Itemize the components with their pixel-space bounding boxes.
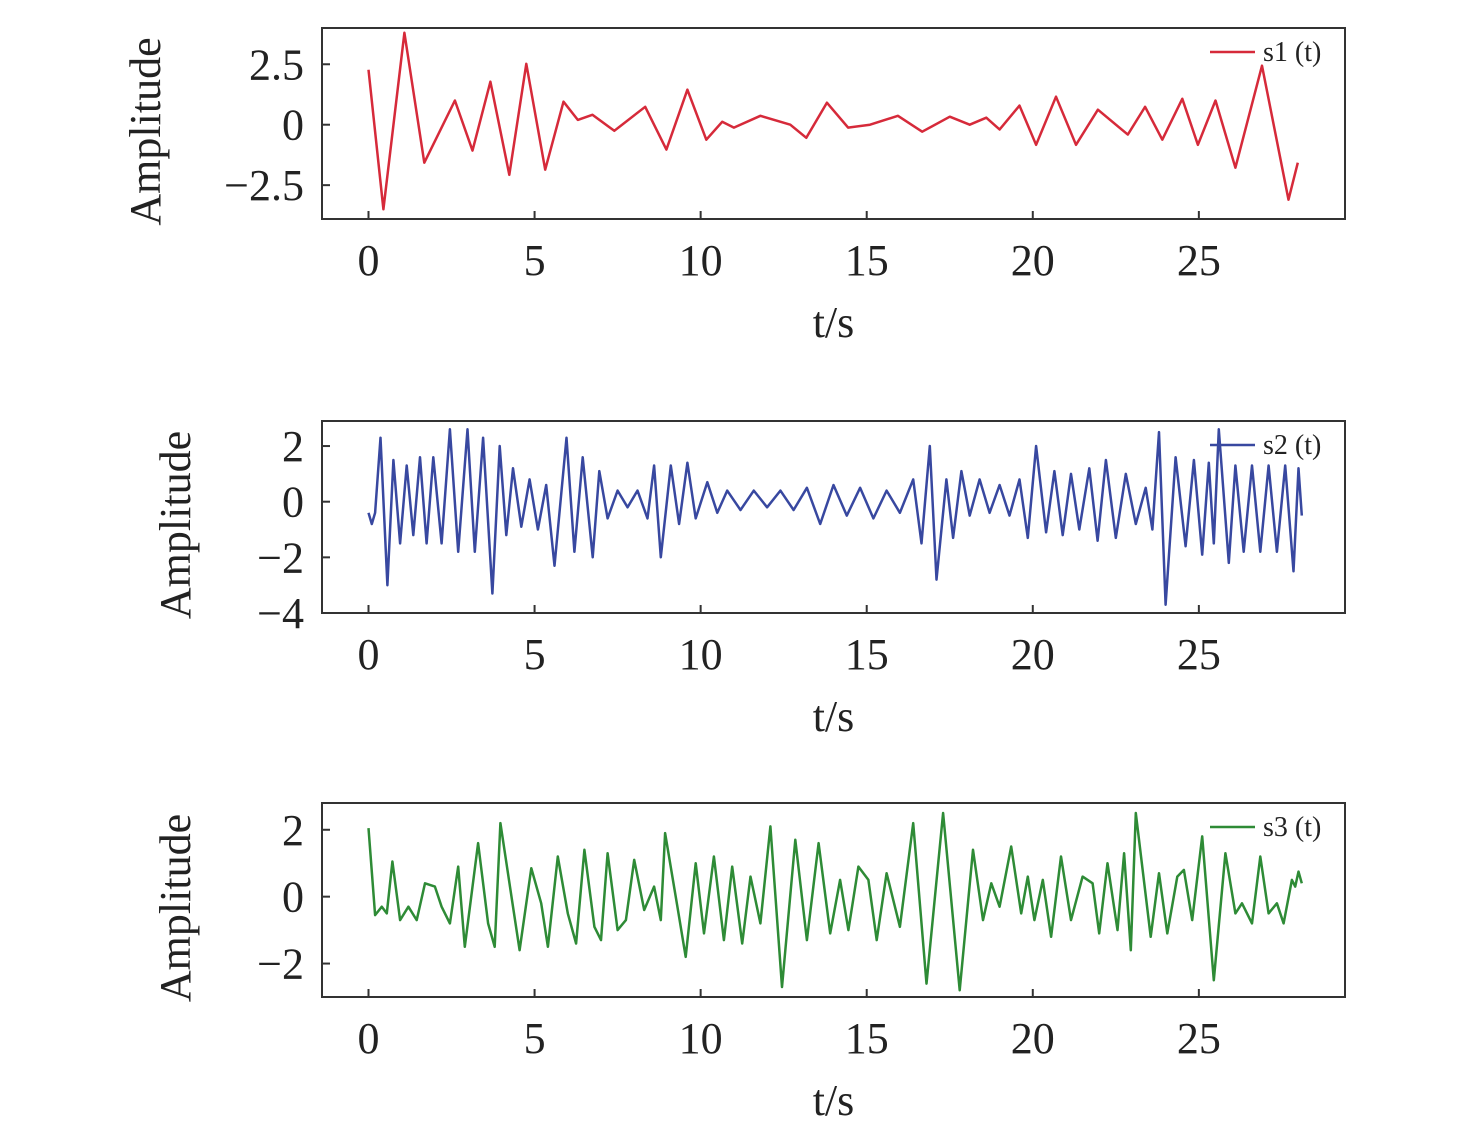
x-tick-label: 20 bbox=[1011, 630, 1055, 679]
x-tick-label: 0 bbox=[358, 630, 380, 679]
y-tick-label: 0 bbox=[282, 101, 304, 150]
x-tick-label: 0 bbox=[358, 236, 380, 285]
y-axis-label: Amplitude bbox=[121, 37, 170, 225]
x-tick-label: 5 bbox=[524, 1014, 546, 1063]
x-tick-label: 10 bbox=[679, 1014, 723, 1063]
x-tick-label: 10 bbox=[679, 630, 723, 679]
y-tick-label: 0 bbox=[282, 873, 304, 922]
y-axis-label: Amplitude bbox=[151, 431, 200, 619]
signal-line bbox=[367, 811, 1304, 992]
x-tick-label: 5 bbox=[524, 630, 546, 679]
plot-frame bbox=[321, 420, 1346, 614]
x-tick-label: 10 bbox=[679, 236, 723, 285]
legend-label: s3 (t) bbox=[1263, 812, 1321, 843]
x-tick-label: 25 bbox=[1177, 630, 1221, 679]
y-axis-label: Amplitude bbox=[151, 814, 200, 1002]
x-axis-label: t/s bbox=[813, 1076, 855, 1125]
y-tick-label: −2 bbox=[257, 533, 304, 582]
y-tick-label: −2.5 bbox=[224, 161, 304, 210]
plot-frame bbox=[321, 27, 1346, 220]
y-tick-label: 2.5 bbox=[249, 40, 304, 89]
legend-label: s1 (t) bbox=[1263, 37, 1321, 68]
y-tick-label: 2 bbox=[282, 806, 304, 855]
x-tick-label: 25 bbox=[1177, 1014, 1221, 1063]
y-tick-label: 0 bbox=[282, 478, 304, 527]
x-tick-label: 20 bbox=[1011, 1014, 1055, 1063]
x-tick-label: 0 bbox=[358, 1014, 380, 1063]
legend-label: s2 (t) bbox=[1263, 430, 1321, 461]
x-axis-label: t/s bbox=[813, 298, 855, 347]
x-tick-label: 20 bbox=[1011, 236, 1055, 285]
signal-line bbox=[367, 428, 1304, 606]
x-tick-label: 25 bbox=[1177, 236, 1221, 285]
signal-line bbox=[367, 31, 1300, 211]
x-tick-label: 15 bbox=[845, 1014, 889, 1063]
plot-frame bbox=[321, 802, 1346, 998]
x-tick-label: 5 bbox=[524, 236, 546, 285]
x-tick-label: 15 bbox=[845, 630, 889, 679]
y-tick-label: −4 bbox=[257, 589, 304, 638]
y-tick-label: 2 bbox=[282, 422, 304, 471]
x-tick-label: 15 bbox=[845, 236, 889, 285]
x-axis-label: t/s bbox=[813, 692, 855, 741]
y-tick-label: −2 bbox=[257, 940, 304, 989]
